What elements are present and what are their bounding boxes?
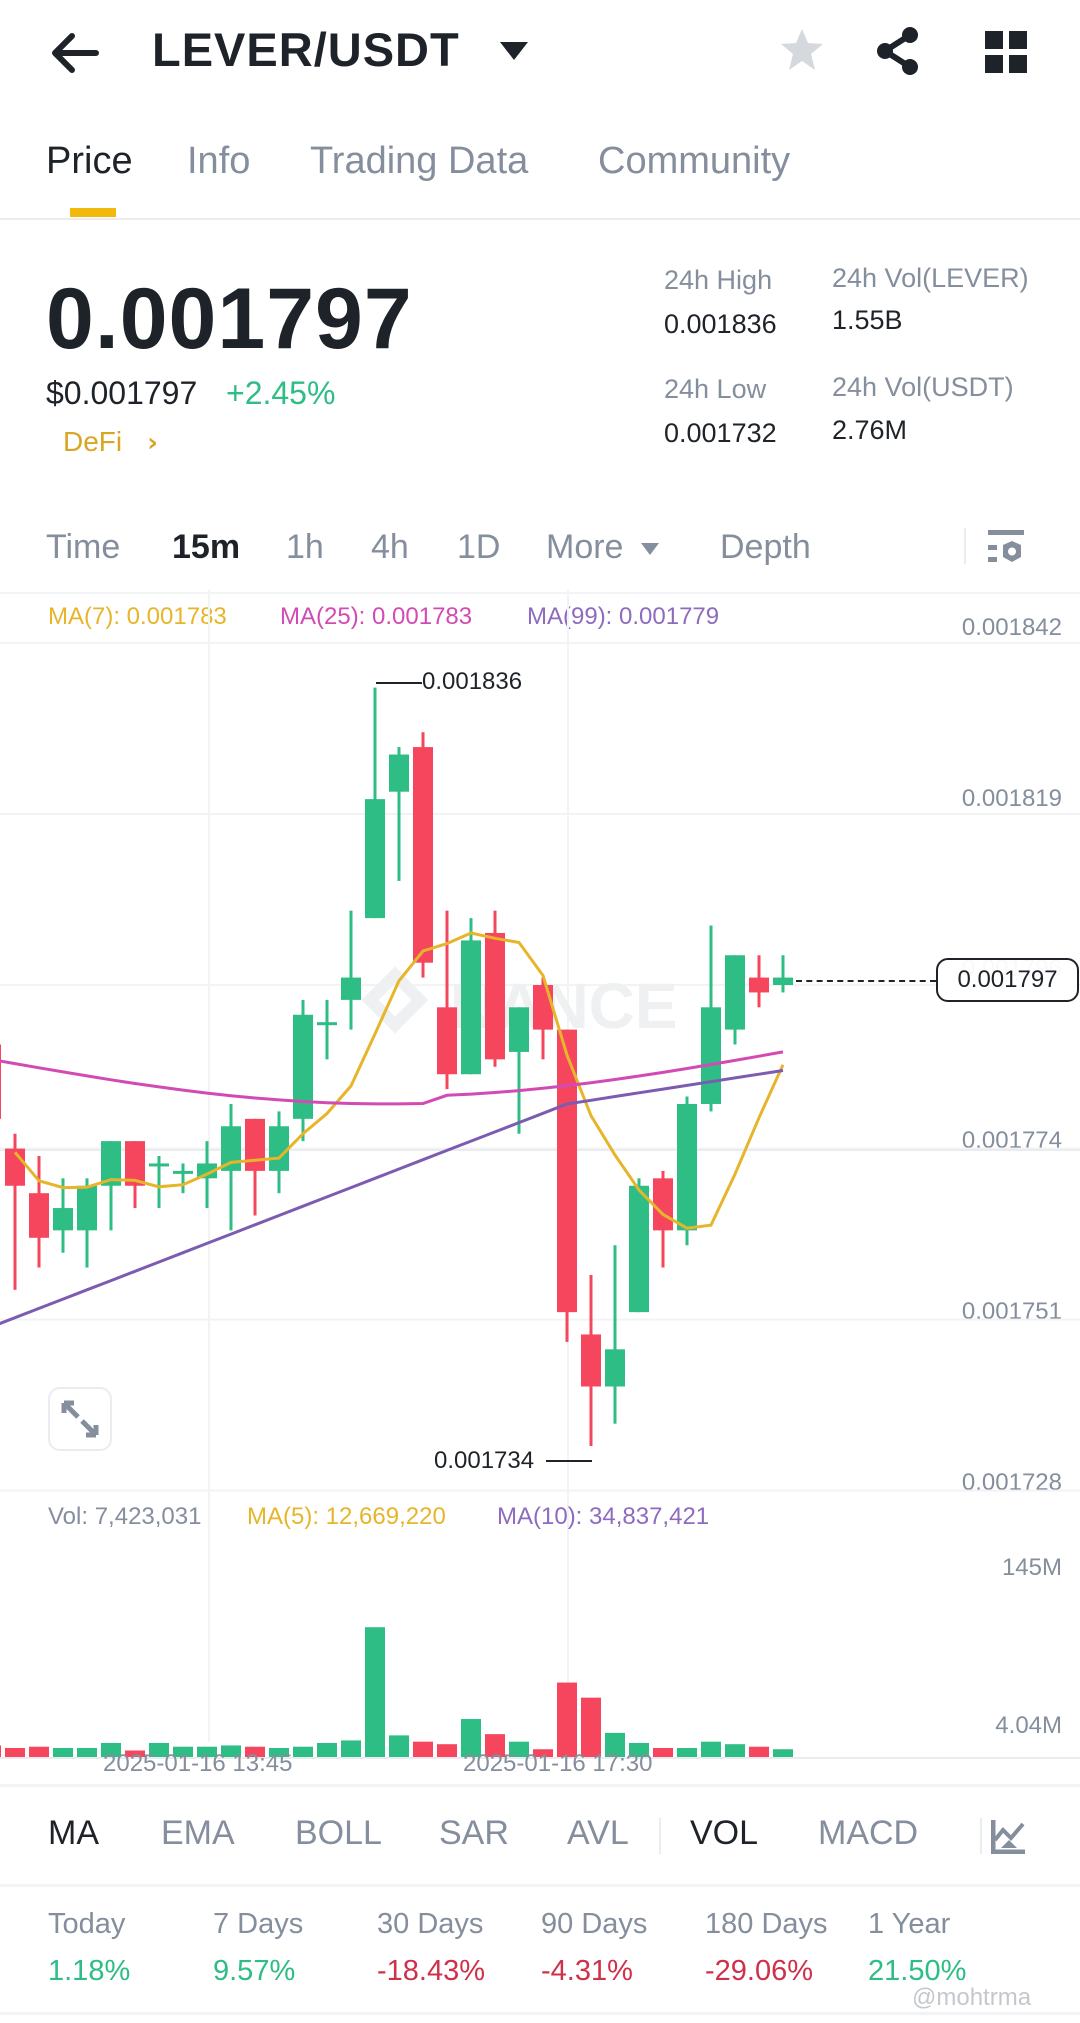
price-axis-label: 0.001842 <box>961 614 1062 641</box>
vol-quote-value: 2.76M <box>832 415 908 445</box>
vol-base-label: 24h Vol(LEVER) <box>832 263 1029 293</box>
star-icon[interactable] <box>778 26 826 74</box>
high-marker-line <box>376 682 422 684</box>
low-marker-line <box>546 1460 592 1462</box>
grid-menu-icon[interactable] <box>985 31 1027 73</box>
perf-value: -4.31% <box>541 1955 633 1987</box>
low-label: 24h Low <box>664 374 767 404</box>
tab-trading-data[interactable]: Trading Data <box>310 140 529 182</box>
chevron-right-icon: › <box>147 428 158 458</box>
low-marker: 0.001734 <box>434 1447 535 1474</box>
perf-value: 9.57% <box>213 1955 296 1987</box>
divider <box>0 1884 1080 1887</box>
share-icon[interactable] <box>874 26 922 76</box>
vol-ma5-legend: MA(5): 12,669,220 <box>247 1503 446 1530</box>
perf-label: 1 Year <box>868 1908 951 1940</box>
tab-price[interactable]: Price <box>46 140 133 182</box>
time-axis-label: 2025-01-16 17:30 <box>463 1750 653 1777</box>
indicator-boll[interactable]: BOLL <box>295 1814 382 1852</box>
category-label: DeFi <box>63 426 123 457</box>
indicator-avl[interactable]: AVL <box>567 1814 629 1852</box>
category-tag[interactable]: DeFi › <box>63 426 158 458</box>
indicator-macd[interactable]: MACD <box>818 1814 919 1852</box>
current-price-tag: 0.001797 <box>936 958 1079 1002</box>
perf-label: Today <box>48 1908 126 1940</box>
high-marker: 0.001836 <box>422 668 523 695</box>
interval-1h[interactable]: 1h <box>286 528 324 566</box>
divider <box>0 1784 1080 1787</box>
divider <box>659 1818 661 1854</box>
indicator-sar[interactable]: SAR <box>439 1814 509 1852</box>
last-price: 0.001797 <box>46 271 413 367</box>
vol-quote-label: 24h Vol(USDT) <box>832 372 1014 402</box>
ma25-legend: MA(25): 0.001783 <box>280 603 473 630</box>
perf-label: 90 Days <box>541 1908 648 1940</box>
price-change-percent: +2.45% <box>226 375 336 411</box>
interval-depth[interactable]: Depth <box>720 528 811 566</box>
perf-label: 7 Days <box>213 1908 304 1940</box>
vol-axis-label: 145M <box>1001 1554 1062 1581</box>
top-bar: LEVER/USDT <box>0 0 1080 110</box>
perf-label: 30 Days <box>377 1908 484 1940</box>
expand-icon <box>61 1400 99 1438</box>
active-tab-indicator <box>70 208 116 217</box>
section-tabs: Price Info Trading Data Community <box>0 130 1080 220</box>
indicator-vol[interactable]: VOL <box>690 1814 759 1852</box>
perf-value: -29.06% <box>705 1955 814 1987</box>
interval-time[interactable]: Time <box>46 528 121 566</box>
low-value: 0.001732 <box>664 418 777 448</box>
vol-legend: Vol: 7,423,031 <box>48 1503 202 1530</box>
interval-1d[interactable]: 1D <box>457 528 501 566</box>
chart-settings-icon[interactable] <box>988 528 1028 568</box>
watermark-handle: @mohtrma <box>912 1984 1032 2011</box>
ma7-legend: MA(7): 0.001783 <box>48 603 227 630</box>
tab-community[interactable]: Community <box>598 140 791 182</box>
usd-price: $0.001797 <box>46 375 198 411</box>
time-axis-label: 2025-01-16 13:45 <box>103 1750 293 1777</box>
dropdown-caret-icon[interactable] <box>500 42 528 60</box>
divider <box>980 1818 982 1854</box>
interval-15m[interactable]: 15m <box>172 528 241 566</box>
vol-base-value: 1.55B <box>832 305 903 335</box>
high-label: 24h High <box>664 265 773 295</box>
divider <box>964 528 966 564</box>
interval-more[interactable]: More <box>546 528 659 567</box>
interval-more-label: More <box>546 528 624 566</box>
dropdown-caret-icon <box>640 543 659 556</box>
perf-value: 21.50% <box>868 1955 967 1987</box>
divider <box>0 2012 1080 2015</box>
indicator-settings-icon[interactable] <box>991 1820 1025 1854</box>
indicator-ema[interactable]: EMA <box>161 1814 235 1852</box>
perf-value: 1.18% <box>48 1955 131 1987</box>
perf-label: 180 Days <box>705 1908 828 1940</box>
price-axis-label: 0.001819 <box>961 785 1062 812</box>
divider <box>0 592 1080 594</box>
perf-value: -18.43% <box>377 1955 486 1987</box>
back-arrow-icon[interactable] <box>48 30 100 76</box>
pair-title[interactable]: LEVER/USDT <box>152 23 460 76</box>
vol-axis-label: 4.04M <box>995 1712 1062 1739</box>
candlestick-chart[interactable]: NANCE <box>0 590 1080 1770</box>
tab-info[interactable]: Info <box>187 140 251 182</box>
interval-4h[interactable]: 4h <box>371 528 409 566</box>
high-value: 0.001836 <box>664 309 777 339</box>
current-price-line <box>796 980 936 982</box>
indicator-ma[interactable]: MA <box>48 1814 99 1852</box>
vol-ma10-legend: MA(10): 34,837,421 <box>497 1503 710 1530</box>
fullscreen-button[interactable] <box>48 1387 112 1451</box>
ma99-legend: MA(99): 0.001779 <box>527 603 720 630</box>
